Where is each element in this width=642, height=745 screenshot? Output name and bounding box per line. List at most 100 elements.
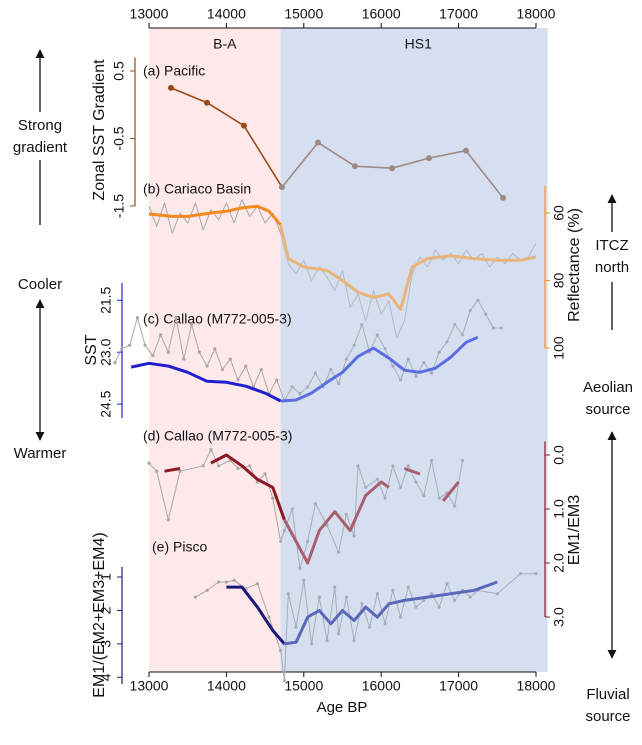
data-point bbox=[463, 147, 470, 154]
raw-point bbox=[205, 364, 209, 368]
y-tick-label: -1.5 bbox=[111, 194, 127, 218]
y-tick-label: 21.5 bbox=[98, 286, 114, 313]
x-tick-label: 13000 bbox=[130, 678, 169, 694]
raw-point bbox=[217, 580, 221, 584]
smooth-line bbox=[279, 224, 537, 311]
data-point bbox=[389, 165, 396, 172]
x-tick-label: 16000 bbox=[362, 6, 401, 22]
raw-point bbox=[337, 632, 341, 636]
annotation: Fluvial bbox=[586, 686, 629, 703]
raw-point bbox=[159, 333, 163, 337]
raw-point bbox=[309, 642, 314, 646]
panel-label: (e) Pisco bbox=[152, 539, 207, 555]
y-axis-label: Zonal SST Gradient bbox=[91, 59, 108, 201]
region-label: B-A bbox=[213, 36, 237, 52]
raw-point bbox=[460, 333, 465, 337]
raw-point bbox=[468, 595, 472, 599]
x-tick-label: 13000 bbox=[130, 6, 169, 22]
raw-point bbox=[445, 340, 449, 344]
y-tick-label: 0.5 bbox=[111, 61, 127, 81]
y-axis-label: EM1/EM3 bbox=[566, 495, 583, 565]
raw-point bbox=[491, 326, 496, 330]
raw-point bbox=[220, 367, 225, 372]
raw-point bbox=[453, 598, 457, 603]
annotation: Strong bbox=[18, 117, 62, 134]
x-tick-label: 17000 bbox=[439, 678, 478, 694]
data-point bbox=[426, 155, 433, 162]
raw-point bbox=[282, 679, 287, 683]
raw-point bbox=[364, 485, 368, 489]
raw-point bbox=[375, 477, 379, 481]
data-point bbox=[351, 163, 358, 170]
y-tick-label: 80 bbox=[551, 273, 567, 289]
raw-point bbox=[356, 464, 360, 468]
raw-point bbox=[302, 578, 306, 582]
raw-line bbox=[148, 199, 282, 234]
raw-point bbox=[224, 580, 228, 584]
raw-point bbox=[383, 347, 387, 351]
raw-point bbox=[275, 378, 279, 382]
y-tick-label: 0.0 bbox=[551, 445, 567, 465]
raw-point bbox=[534, 572, 538, 576]
y-axis-label: SST bbox=[83, 334, 100, 365]
data-point bbox=[314, 139, 321, 146]
raw-point bbox=[236, 378, 240, 382]
panel-label: (c) Callao (M772-005-3) bbox=[143, 311, 292, 327]
panel-label: (b) Cariaco Basin bbox=[143, 181, 251, 197]
smooth-line bbox=[148, 204, 282, 226]
raw-point bbox=[406, 357, 410, 361]
y-tick-label: 23.0 bbox=[98, 338, 114, 365]
x-tick-label: 14000 bbox=[207, 678, 246, 694]
annotation: north bbox=[595, 259, 629, 276]
data-point bbox=[278, 184, 285, 191]
raw-point bbox=[398, 615, 403, 619]
raw-point bbox=[143, 343, 147, 347]
raw-point bbox=[213, 347, 217, 351]
raw-point bbox=[344, 357, 348, 361]
raw-point bbox=[193, 595, 198, 599]
annotation: gradient bbox=[13, 139, 68, 156]
raw-point bbox=[437, 350, 441, 354]
raw-point bbox=[313, 502, 318, 506]
raw-point bbox=[344, 512, 348, 517]
raw-point bbox=[294, 625, 298, 629]
raw-point bbox=[398, 485, 403, 489]
raw-point bbox=[120, 347, 124, 351]
raw-point bbox=[406, 585, 410, 589]
y-tick-label: 100 bbox=[551, 336, 567, 360]
raw-point bbox=[271, 496, 275, 500]
raw-point bbox=[236, 466, 240, 471]
raw-line bbox=[280, 459, 463, 569]
raw-point bbox=[333, 585, 337, 589]
plot: B-A HS1 13000 14000 15000 16000 17000 18000 1300… bbox=[83, 6, 583, 698]
raw-point bbox=[360, 322, 364, 327]
raw-point bbox=[414, 605, 418, 609]
panel-label: (d) Callao (M772-005-3) bbox=[143, 428, 292, 444]
raw-point bbox=[290, 385, 294, 389]
y-tick-label: -0.5 bbox=[111, 126, 127, 150]
x-tick-label: 15000 bbox=[284, 678, 323, 694]
x-tick-label: 14000 bbox=[207, 6, 246, 22]
region-label: HS1 bbox=[405, 36, 432, 52]
raw-point bbox=[113, 361, 117, 365]
y-tick-label: 4 bbox=[98, 673, 114, 681]
raw-point bbox=[375, 592, 379, 596]
y-tick-label: 24.5 bbox=[98, 390, 114, 417]
raw-point bbox=[499, 326, 503, 330]
x-tick-label: 17000 bbox=[439, 6, 478, 22]
raw-line bbox=[148, 449, 282, 542]
smooth-line bbox=[441, 481, 460, 502]
raw-point bbox=[414, 374, 418, 379]
raw-point bbox=[174, 316, 178, 320]
raw-point bbox=[298, 566, 302, 571]
raw-point bbox=[228, 357, 232, 361]
raw-point bbox=[217, 464, 221, 468]
raw-point bbox=[518, 572, 523, 576]
x-tick-label: 18000 bbox=[517, 678, 556, 694]
raw-point bbox=[306, 539, 310, 544]
raw-point bbox=[352, 534, 356, 538]
raw-point bbox=[453, 322, 457, 327]
raw-point bbox=[437, 605, 441, 609]
smooth-line bbox=[210, 453, 286, 521]
